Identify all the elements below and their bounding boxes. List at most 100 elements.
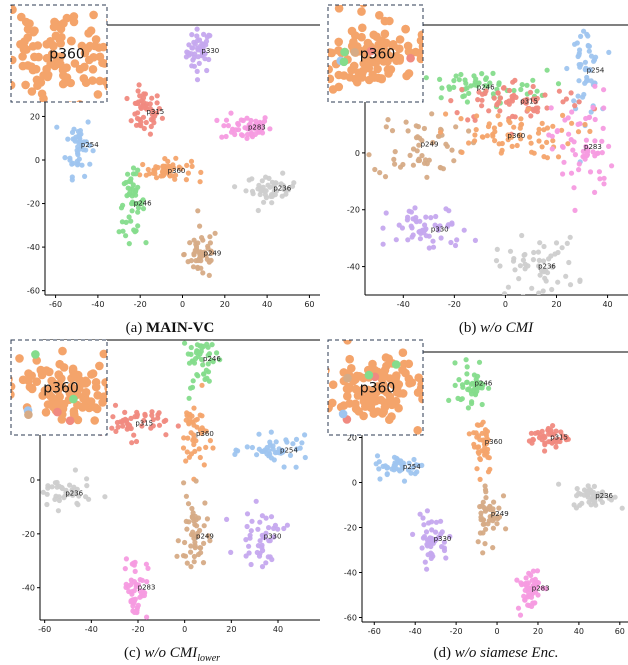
point-p360 xyxy=(201,462,207,468)
point-p236 xyxy=(55,508,62,514)
point-p330 xyxy=(439,544,445,550)
inset-point-p360 xyxy=(398,365,407,375)
point-p249 xyxy=(204,516,210,522)
point-p249 xyxy=(483,526,489,532)
point-p246 xyxy=(461,93,467,99)
point-p330 xyxy=(422,559,428,565)
inset-point-p360 xyxy=(93,90,103,99)
point-p315 xyxy=(133,100,140,106)
point-p360 xyxy=(166,172,172,178)
point-p315 xyxy=(558,429,564,435)
inset-point-p360 xyxy=(373,64,382,74)
point-p330 xyxy=(200,45,206,52)
point-p249 xyxy=(482,487,489,493)
point-p330 xyxy=(433,213,439,220)
panel-c: -60-40-2002040-40-20020p246p315p360p254p… xyxy=(10,339,320,634)
caption-b: (b) w/o CMI xyxy=(459,320,533,337)
inset-point-p360 xyxy=(86,397,96,406)
point-p330 xyxy=(257,519,263,525)
point-p330 xyxy=(248,561,254,568)
point-p283 xyxy=(600,125,606,131)
point-p315 xyxy=(120,423,126,429)
point-p254 xyxy=(80,147,86,153)
point-p330 xyxy=(432,222,438,228)
point-p360 xyxy=(525,106,532,112)
inset-point-p360 xyxy=(18,52,27,61)
inset-point-p360 xyxy=(339,401,349,410)
point-p236 xyxy=(591,483,598,489)
point-p246 xyxy=(446,397,452,403)
inset-point-p360 xyxy=(384,354,394,364)
point-p360 xyxy=(190,437,196,443)
inset-point-p360 xyxy=(101,378,107,387)
point-p330 xyxy=(420,227,426,233)
inset-point-p360 xyxy=(23,24,33,34)
point-p330 xyxy=(438,235,444,241)
point-p315 xyxy=(479,103,485,109)
point-p283 xyxy=(131,609,138,616)
inset-point-other xyxy=(69,394,78,404)
point-p315 xyxy=(568,90,574,96)
point-p236 xyxy=(512,267,518,273)
inset-point-p360 xyxy=(52,400,61,410)
point-p315 xyxy=(120,419,126,425)
point-p249 xyxy=(191,532,197,539)
point-p315 xyxy=(133,438,140,445)
inset-point-p360 xyxy=(16,40,25,49)
point-p283 xyxy=(590,104,596,111)
point-p283 xyxy=(601,105,607,111)
inset-point-p360 xyxy=(347,26,357,36)
inset-point-p360 xyxy=(92,404,102,414)
inset-frame xyxy=(327,339,424,436)
inset-point-p360 xyxy=(426,373,435,382)
inset-point-p360 xyxy=(405,379,414,388)
point-p360 xyxy=(181,435,187,441)
inset-point-p360 xyxy=(0,28,8,37)
point-p315 xyxy=(527,89,534,95)
inset-point-p360 xyxy=(1,73,10,82)
point-p236 xyxy=(537,272,543,278)
point-p283 xyxy=(122,566,128,572)
point-p254 xyxy=(412,471,418,477)
cluster-label-p254: p254 xyxy=(280,446,298,454)
point-p249 xyxy=(483,495,489,501)
inset-point-p360 xyxy=(297,362,306,371)
point-p236 xyxy=(249,188,256,194)
inset-points xyxy=(297,340,435,435)
point-p249 xyxy=(184,526,190,532)
point-p330 xyxy=(436,534,442,540)
point-p315 xyxy=(542,448,548,454)
point-p315 xyxy=(495,90,501,96)
point-p330 xyxy=(443,555,449,561)
inset-point-p360 xyxy=(11,390,15,399)
point-p283 xyxy=(244,135,250,141)
point-p360 xyxy=(172,176,178,182)
x-tick-label: -60 xyxy=(38,625,51,634)
point-p283 xyxy=(576,161,582,167)
point-p254 xyxy=(256,431,262,437)
point-p236 xyxy=(59,484,65,491)
x-tick-label: 40 xyxy=(262,300,272,309)
x-tick-label: 20 xyxy=(533,627,543,636)
inset-point-p360 xyxy=(358,23,367,33)
point-p283 xyxy=(223,133,229,140)
point-p330 xyxy=(429,527,435,533)
inset-point-p360 xyxy=(441,32,450,41)
point-p283 xyxy=(240,117,246,124)
point-p330 xyxy=(267,538,273,544)
point-p246 xyxy=(121,181,127,187)
point-p315 xyxy=(150,423,156,429)
point-p330 xyxy=(430,553,436,559)
point-p249 xyxy=(199,235,205,241)
point-p249 xyxy=(183,518,189,525)
point-p283 xyxy=(566,131,572,137)
point-p236 xyxy=(52,496,58,502)
point-p249 xyxy=(187,240,193,246)
x-tick-label: -20 xyxy=(131,625,144,634)
point-p246 xyxy=(555,81,562,87)
point-p249 xyxy=(175,538,181,544)
point-p360 xyxy=(165,164,171,170)
point-p246 xyxy=(519,82,525,88)
point-p360 xyxy=(483,432,489,438)
cluster-label-p330: p330 xyxy=(434,535,452,543)
